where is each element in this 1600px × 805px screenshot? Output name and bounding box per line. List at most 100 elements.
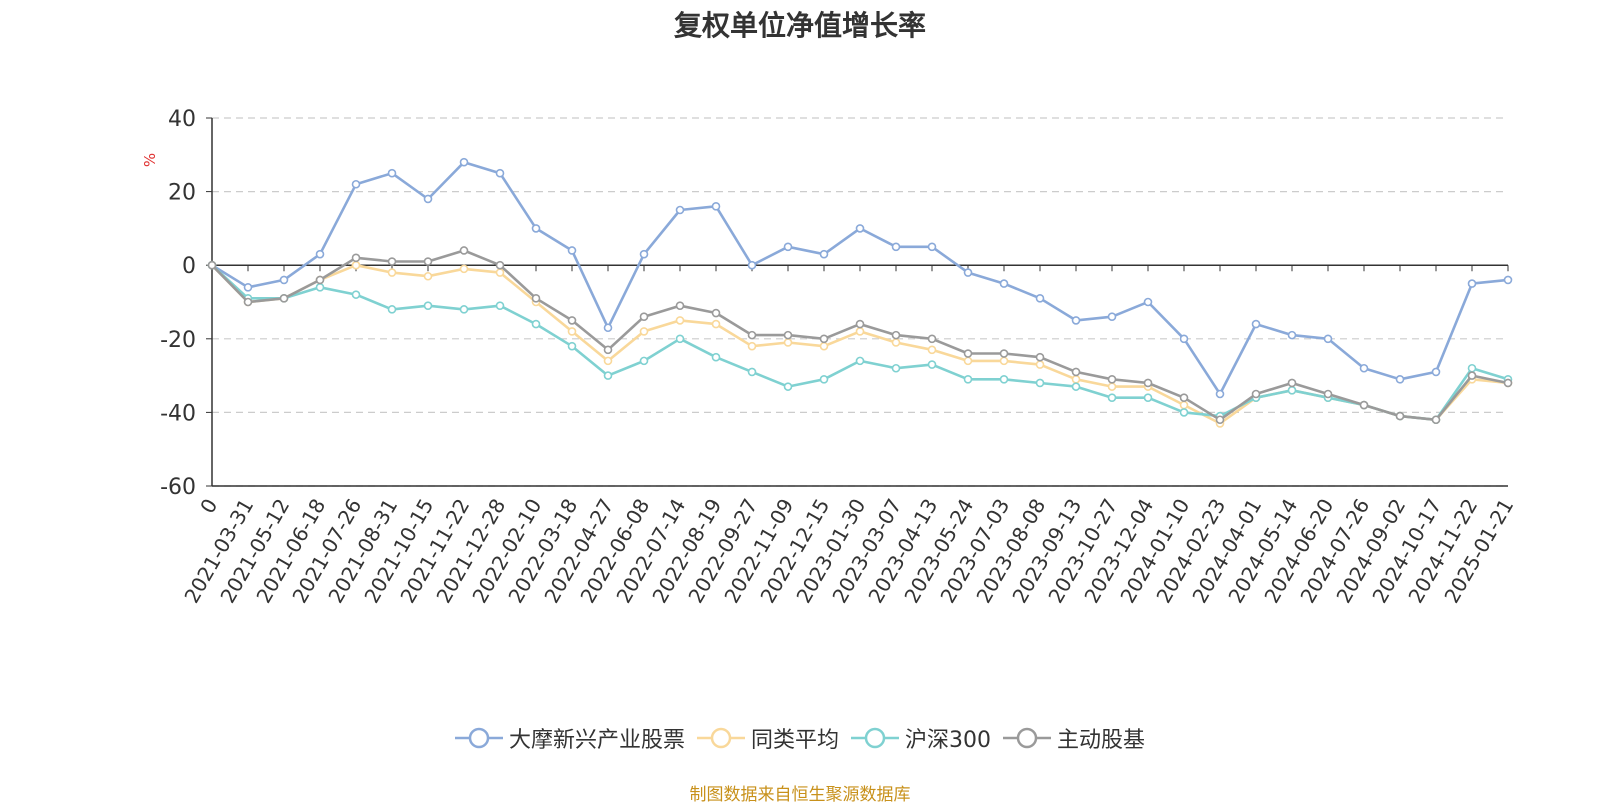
data-point xyxy=(675,334,685,344)
data-point xyxy=(1359,400,1369,410)
data-point xyxy=(675,316,685,325)
data-point xyxy=(1287,378,1297,388)
tick-labels: 40200-20-40-6002021-03-312021-05-122021-… xyxy=(160,107,1518,607)
legend-item[interactable]: 同类平均 xyxy=(696,722,839,754)
data-point xyxy=(855,224,865,233)
data-point xyxy=(855,327,865,336)
axes xyxy=(206,117,1509,487)
data-point xyxy=(423,194,433,204)
data-point xyxy=(927,334,937,344)
series-0 xyxy=(207,157,1513,399)
legend-label: 主动股基 xyxy=(1057,728,1146,753)
data-point xyxy=(891,363,901,373)
legend-item[interactable]: 沪深300 xyxy=(851,722,991,754)
data-point xyxy=(423,271,433,281)
data-point xyxy=(891,338,901,347)
data-point xyxy=(783,338,793,347)
data-point xyxy=(423,257,433,266)
data-point xyxy=(999,349,1009,358)
series-2 xyxy=(207,260,1513,425)
data-point xyxy=(1323,334,1333,344)
series-line xyxy=(211,264,1509,422)
data-point xyxy=(1359,363,1369,373)
data-point xyxy=(495,301,505,310)
data-point xyxy=(747,367,757,377)
data-point xyxy=(243,297,253,307)
data-point xyxy=(603,323,613,333)
data-point xyxy=(1215,415,1225,425)
legend-marker-icon xyxy=(1003,727,1051,749)
data-point xyxy=(1431,415,1441,425)
legend-item[interactable]: 大摩新兴产业股票 xyxy=(454,722,685,754)
data-point xyxy=(1503,275,1513,285)
data-point xyxy=(315,282,325,292)
legend-marker-icon xyxy=(454,727,503,749)
data-point xyxy=(1035,294,1045,303)
data-point xyxy=(351,253,361,263)
data-point xyxy=(963,374,973,384)
data-point xyxy=(639,356,649,366)
data-point xyxy=(855,319,865,329)
series-line xyxy=(211,263,1509,425)
data-point xyxy=(675,301,685,310)
x-tick-label: 0 xyxy=(195,495,222,518)
data-point xyxy=(1323,389,1333,399)
data-point xyxy=(855,356,865,366)
chart-title: 复权单位净值增长率 xyxy=(673,9,926,42)
data-point xyxy=(279,294,289,303)
data-point xyxy=(459,305,469,314)
data-point xyxy=(387,168,397,178)
data-point xyxy=(1287,386,1297,395)
data-point xyxy=(1251,319,1261,329)
data-point xyxy=(1035,378,1045,388)
data-point xyxy=(1395,374,1405,384)
data-point xyxy=(963,349,973,358)
data-point xyxy=(495,260,505,270)
data-point xyxy=(315,275,325,285)
data-point xyxy=(459,157,469,167)
data-point xyxy=(243,282,253,292)
data-point xyxy=(1143,297,1153,307)
legend-label: 同类平均 xyxy=(750,728,839,753)
data-point xyxy=(1287,330,1297,340)
data-point xyxy=(711,352,721,362)
data-point xyxy=(459,246,469,255)
data-point xyxy=(567,246,577,255)
data-point xyxy=(747,330,757,340)
legend-marker-icon xyxy=(851,727,899,749)
data-point xyxy=(819,374,829,384)
data-point xyxy=(711,308,721,318)
data-point xyxy=(783,382,793,391)
data-point xyxy=(531,319,541,329)
data-point xyxy=(1035,360,1045,369)
data-point xyxy=(567,327,577,336)
data-point xyxy=(1179,408,1189,417)
data-point xyxy=(747,260,757,270)
data-point xyxy=(1467,279,1477,288)
data-point xyxy=(351,260,361,270)
data-point xyxy=(1395,411,1405,421)
data-point xyxy=(963,356,973,366)
data-point xyxy=(207,260,217,270)
data-point xyxy=(1215,389,1225,399)
series-3 xyxy=(207,246,1513,425)
data-point xyxy=(423,301,433,310)
legend-label: 大摩新兴产业股票 xyxy=(508,728,685,753)
data-point xyxy=(495,268,505,277)
data-point xyxy=(639,327,649,336)
data-point xyxy=(1143,378,1153,388)
series-1 xyxy=(207,260,1513,428)
data-point xyxy=(1071,382,1081,391)
data-point xyxy=(603,371,613,380)
legend-item[interactable]: 主动股基 xyxy=(1003,722,1145,754)
data-point xyxy=(387,268,397,277)
data-point xyxy=(891,242,901,252)
data-point xyxy=(891,330,901,340)
data-point xyxy=(999,356,1009,366)
data-point xyxy=(711,319,721,329)
y-tick-label: 0 xyxy=(182,254,196,279)
legend-marker-icon xyxy=(696,727,745,749)
data-point xyxy=(1107,393,1117,402)
y-tick-label: 40 xyxy=(168,107,196,132)
